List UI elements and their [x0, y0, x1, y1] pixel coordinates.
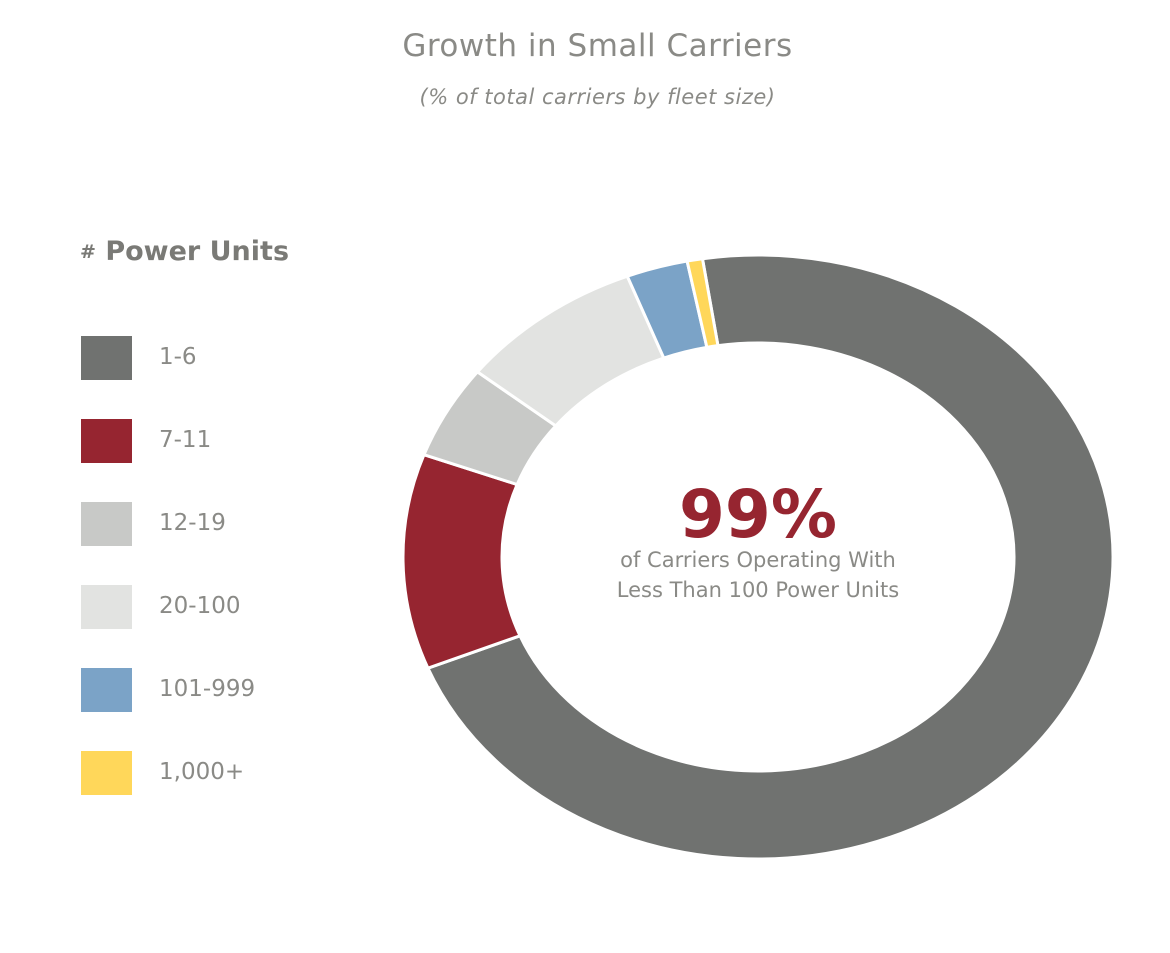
legend-item: 1-6: [80, 336, 340, 382]
legend-label: 101-999: [159, 676, 256, 702]
legend-label: 1,000+: [159, 759, 245, 785]
center-text-line-1: of Carriers Operating With: [620, 548, 896, 572]
legend-title-text: Power Units: [105, 236, 290, 267]
chart-title: Growth in Small Carriers: [402, 28, 793, 64]
center-text-line-2: Less Than 100 Power Units: [617, 578, 899, 602]
donut-slice-7-11: [401, 452, 523, 671]
legend-label: 1-6: [159, 344, 197, 370]
donut-center-label: 99% of Carriers Operating With Less Than…: [617, 476, 899, 602]
donut-slices: [401, 253, 1115, 861]
legend-item: 20-100: [80, 585, 340, 631]
legend-item: 12-19: [80, 502, 340, 548]
legend-item: 1,000+: [80, 751, 340, 797]
legend-swatch: [81, 419, 132, 463]
donut-slice-1-6: [425, 253, 1115, 861]
legend-title: # Power Units: [80, 236, 289, 267]
center-value: 99%: [679, 476, 837, 553]
legend-label: 7-11: [159, 427, 212, 453]
legend-swatch: [81, 336, 132, 380]
legend-label: 20-100: [159, 593, 241, 619]
legend-label: 12-19: [159, 510, 226, 536]
legend-item: 7-11: [80, 419, 340, 465]
legend-title-prefix: #: [80, 241, 96, 263]
donut-slice-1-000+: [685, 257, 720, 350]
chart-subtitle: (% of total carriers by fleet size): [419, 85, 776, 109]
legend-swatch: [81, 502, 132, 546]
legend-item: 101-999: [80, 668, 340, 714]
legend-swatch: [81, 751, 132, 795]
legend-swatch: [81, 668, 132, 712]
legend-swatch: [81, 585, 132, 629]
